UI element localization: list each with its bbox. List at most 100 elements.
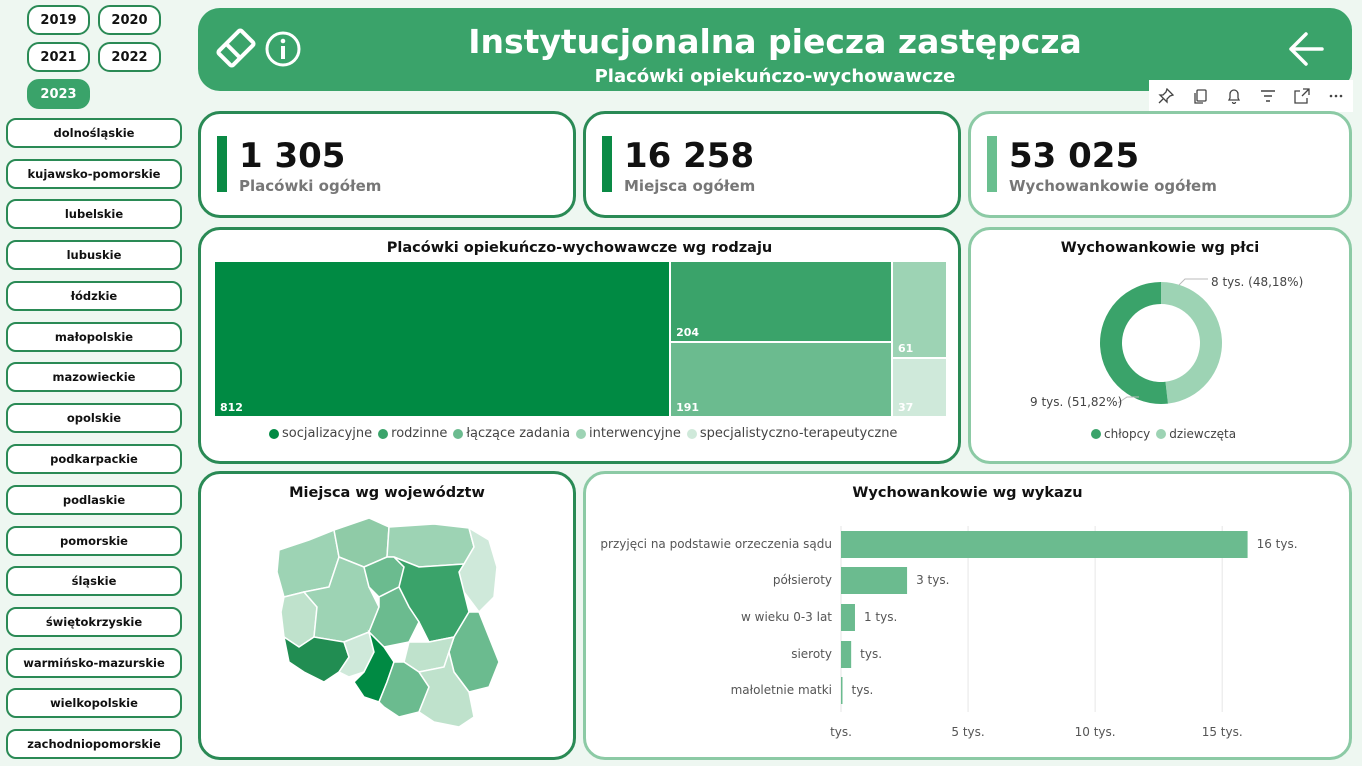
region-button[interactable]: pomorskie [6, 526, 182, 556]
region-button[interactable]: zachodniopomorskie [6, 729, 182, 759]
legend-label: łączące zadania [466, 426, 571, 441]
year-button-2022[interactable]: 2022 [98, 42, 161, 72]
bar[interactable] [841, 604, 855, 631]
region-button[interactable]: warmińsko-mazurskie [6, 648, 182, 678]
bar-value-label: 16 tys. [1257, 537, 1298, 551]
leader-line [1117, 396, 1139, 404]
bar[interactable] [841, 677, 843, 704]
region-button[interactable]: dolnośląskie [6, 118, 182, 148]
year-button-2019[interactable]: 2019 [27, 5, 90, 35]
region-button[interactable]: lubelskie [6, 199, 182, 229]
treemap-cell-label: 37 [897, 400, 914, 414]
treemap-cell-label: 812 [220, 401, 243, 414]
copy-icon[interactable] [1183, 80, 1217, 112]
legend-item[interactable]: rodzinne [378, 426, 447, 441]
treemap-cell-label: 191 [676, 400, 700, 414]
treemap-cell-label: 204 [676, 325, 700, 339]
treemap-cell[interactable]: 61 [891, 261, 947, 359]
donut-card: Wychowankowie wg płci 8 tys. (48,18%) 9 … [968, 227, 1352, 464]
year-button-2023[interactable]: 2023 [27, 79, 90, 109]
kpi-card-placowki: 1 305 Placówki ogółem [198, 111, 576, 218]
donut-chart[interactable] [971, 230, 1349, 430]
legend-item[interactable]: chłopcy [1091, 427, 1150, 441]
kpi-value: 1 305 [239, 136, 346, 176]
info-icon[interactable] [264, 30, 302, 68]
bell-icon[interactable] [1217, 80, 1251, 112]
region-button[interactable]: małopolskie [6, 322, 182, 352]
kpi-card-miejsca: 16 258 Miejsca ogółem [583, 111, 961, 218]
bar-card: Wychowankowie wg wykazu tys. 5 tys. 10 tys… [583, 471, 1352, 760]
kpi-label: Miejsca ogółem [624, 177, 756, 195]
donut-slice-girls[interactable] [1161, 282, 1222, 404]
kpi-value: 16 258 [624, 136, 755, 176]
map-region-malopolskie[interactable] [378, 661, 430, 718]
donut-label-girls: 8 tys. (48,18%) [1211, 275, 1304, 289]
region-button[interactable]: mazowieckie [6, 362, 182, 392]
poland-map[interactable] [269, 512, 509, 742]
map-region-dolnoslaskie[interactable] [282, 635, 350, 683]
region-button[interactable]: podlaskie [6, 485, 182, 515]
treemap-cell[interactable]: 191 [670, 341, 892, 417]
region-button[interactable]: opolskie [6, 403, 182, 433]
year-button-2020[interactable]: 2020 [98, 5, 161, 35]
bar-category-label: małoletnie matki [731, 683, 832, 697]
bar[interactable] [841, 567, 908, 594]
region-button[interactable]: lubuskie [6, 240, 182, 270]
treemap-card: Placówki opiekuńczo-wychowawcze wg rodza… [198, 227, 961, 464]
kpi-value: 53 025 [1009, 136, 1140, 176]
legend-item[interactable]: socjalizacyjne [269, 426, 372, 441]
pin-icon[interactable] [1149, 80, 1183, 112]
legend-item[interactable]: łączące zadania [453, 426, 570, 441]
legend-label: rodzinne [391, 426, 448, 441]
legend-dot [378, 428, 389, 439]
bar-title: Wychowankowie wg wykazu [852, 485, 1083, 501]
legend-item[interactable]: dziewczęta [1156, 427, 1236, 441]
eraser-icon[interactable] [214, 26, 258, 70]
region-button[interactable]: kujawsko-pomorskie [6, 159, 182, 189]
map-card: Miejsca wg województw [198, 471, 576, 760]
map-region-podlaskie[interactable] [458, 526, 498, 614]
region-button[interactable]: śląskie [6, 566, 182, 596]
region-button[interactable]: świętokrzyskie [6, 607, 182, 637]
x-tick-label: 10 tys. [1075, 725, 1116, 739]
kpi-accent-bar [602, 136, 612, 192]
legend-item[interactable]: interwencyjne [576, 426, 681, 441]
visual-toolbar [1149, 80, 1353, 112]
legend-dot [576, 428, 587, 439]
treemap-title: Placówki opiekuńczo-wychowawcze wg rodza… [386, 240, 773, 256]
bar-category-label: półsieroty [773, 573, 832, 587]
bar-category-label: w wieku 0-3 lat [741, 610, 832, 624]
year-button-2021[interactable]: 2021 [27, 42, 90, 72]
legend-dot [453, 428, 464, 439]
legend-dot [269, 428, 279, 439]
map-region-podkarpackie[interactable] [417, 649, 475, 728]
focus-mode-icon[interactable] [1285, 80, 1319, 112]
region-button[interactable]: łódzkie [6, 281, 182, 311]
donut-label-boys: 9 tys. (51,82%) [1030, 395, 1123, 409]
region-button[interactable]: podkarpackie [6, 444, 182, 474]
bar-category-label: sieroty [791, 647, 832, 661]
legend-label: socjalizacyjne [282, 426, 373, 441]
filter-icon[interactable] [1251, 80, 1285, 112]
page-title: Instytucjonalna piecza zastępcza [468, 22, 1082, 61]
back-arrow-icon[interactable] [1286, 30, 1326, 68]
bar-category-label: przyjęci na podstawie orzeczenia sądu [600, 537, 832, 551]
donut-slice-boys[interactable] [1099, 282, 1168, 404]
treemap-cell[interactable]: 204 [670, 261, 892, 342]
bar-chart[interactable]: tys. 5 tys. 10 tys. 15 tys. przyjęci na pods… [586, 474, 1349, 757]
legend-item[interactable]: specjalistyczno-terapeutyczne [686, 426, 897, 441]
legend-label: dziewczęta [1169, 427, 1237, 441]
bar[interactable] [841, 531, 1248, 558]
map-region-slaskie[interactable] [353, 629, 395, 703]
bar-value-label: tys. [852, 683, 874, 697]
region-button[interactable]: wielkopolskie [6, 688, 182, 718]
bar[interactable] [841, 641, 852, 668]
treemap-cell[interactable]: 37 [891, 358, 947, 417]
treemap-cell[interactable]: 812 [214, 261, 671, 417]
legend-label: interwencyjne [589, 426, 681, 441]
treemap[interactable]: 812 204 191 61 37 [214, 261, 947, 417]
bar-value-label: tys. [860, 647, 882, 661]
bar-value-label: 1 tys. [864, 610, 897, 624]
kpi-label: Wychowankowie ogółem [1009, 177, 1217, 195]
more-options-icon[interactable] [1319, 80, 1353, 112]
